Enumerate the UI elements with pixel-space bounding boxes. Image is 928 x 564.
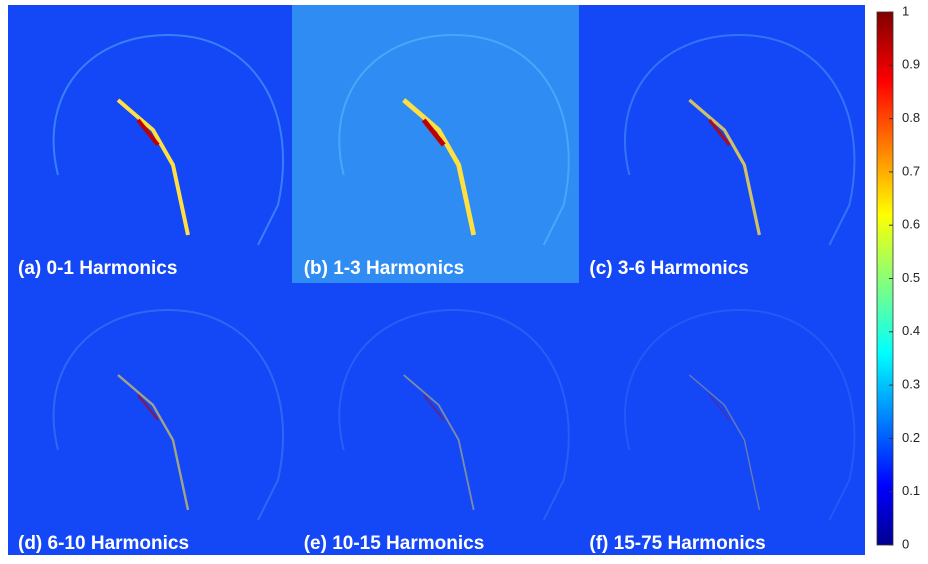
panel-label: (f) 15-75 Harmonics <box>589 533 765 554</box>
panel-label: (c) 3-6 Harmonics <box>589 258 748 279</box>
panel-label: (d) 6-10 Harmonics <box>18 533 189 554</box>
panel-b-background <box>292 5 579 283</box>
panel-label: (b) 1-3 Harmonics <box>304 258 464 279</box>
colorbar-tick-label: 0 <box>902 536 909 551</box>
colorbar-tick-label: 0.8 <box>902 110 920 125</box>
colorbar-tick-label: 0.3 <box>902 377 920 392</box>
panel-label: (a) 0-1 Harmonics <box>18 258 177 279</box>
panel-label: (e) 10-15 Harmonics <box>304 533 485 554</box>
figure: (a) 0-1 Harmonics (b) 1-3 Harmonics (c) 3-… <box>0 0 928 559</box>
colorbar-tick-label: 0.6 <box>902 217 920 232</box>
colorbar-tick-label: 0.5 <box>902 270 920 285</box>
colorbar-tick-label: 0.9 <box>902 57 920 72</box>
colorbar-tick-label: 0.1 <box>902 483 920 498</box>
colorbar-tick-label: 1 <box>902 3 909 18</box>
colorbar-tick-label: 0.2 <box>902 430 920 445</box>
colorbar-tick-label: 0.7 <box>902 163 920 178</box>
colorbar-tick-label: 0.4 <box>902 323 920 338</box>
